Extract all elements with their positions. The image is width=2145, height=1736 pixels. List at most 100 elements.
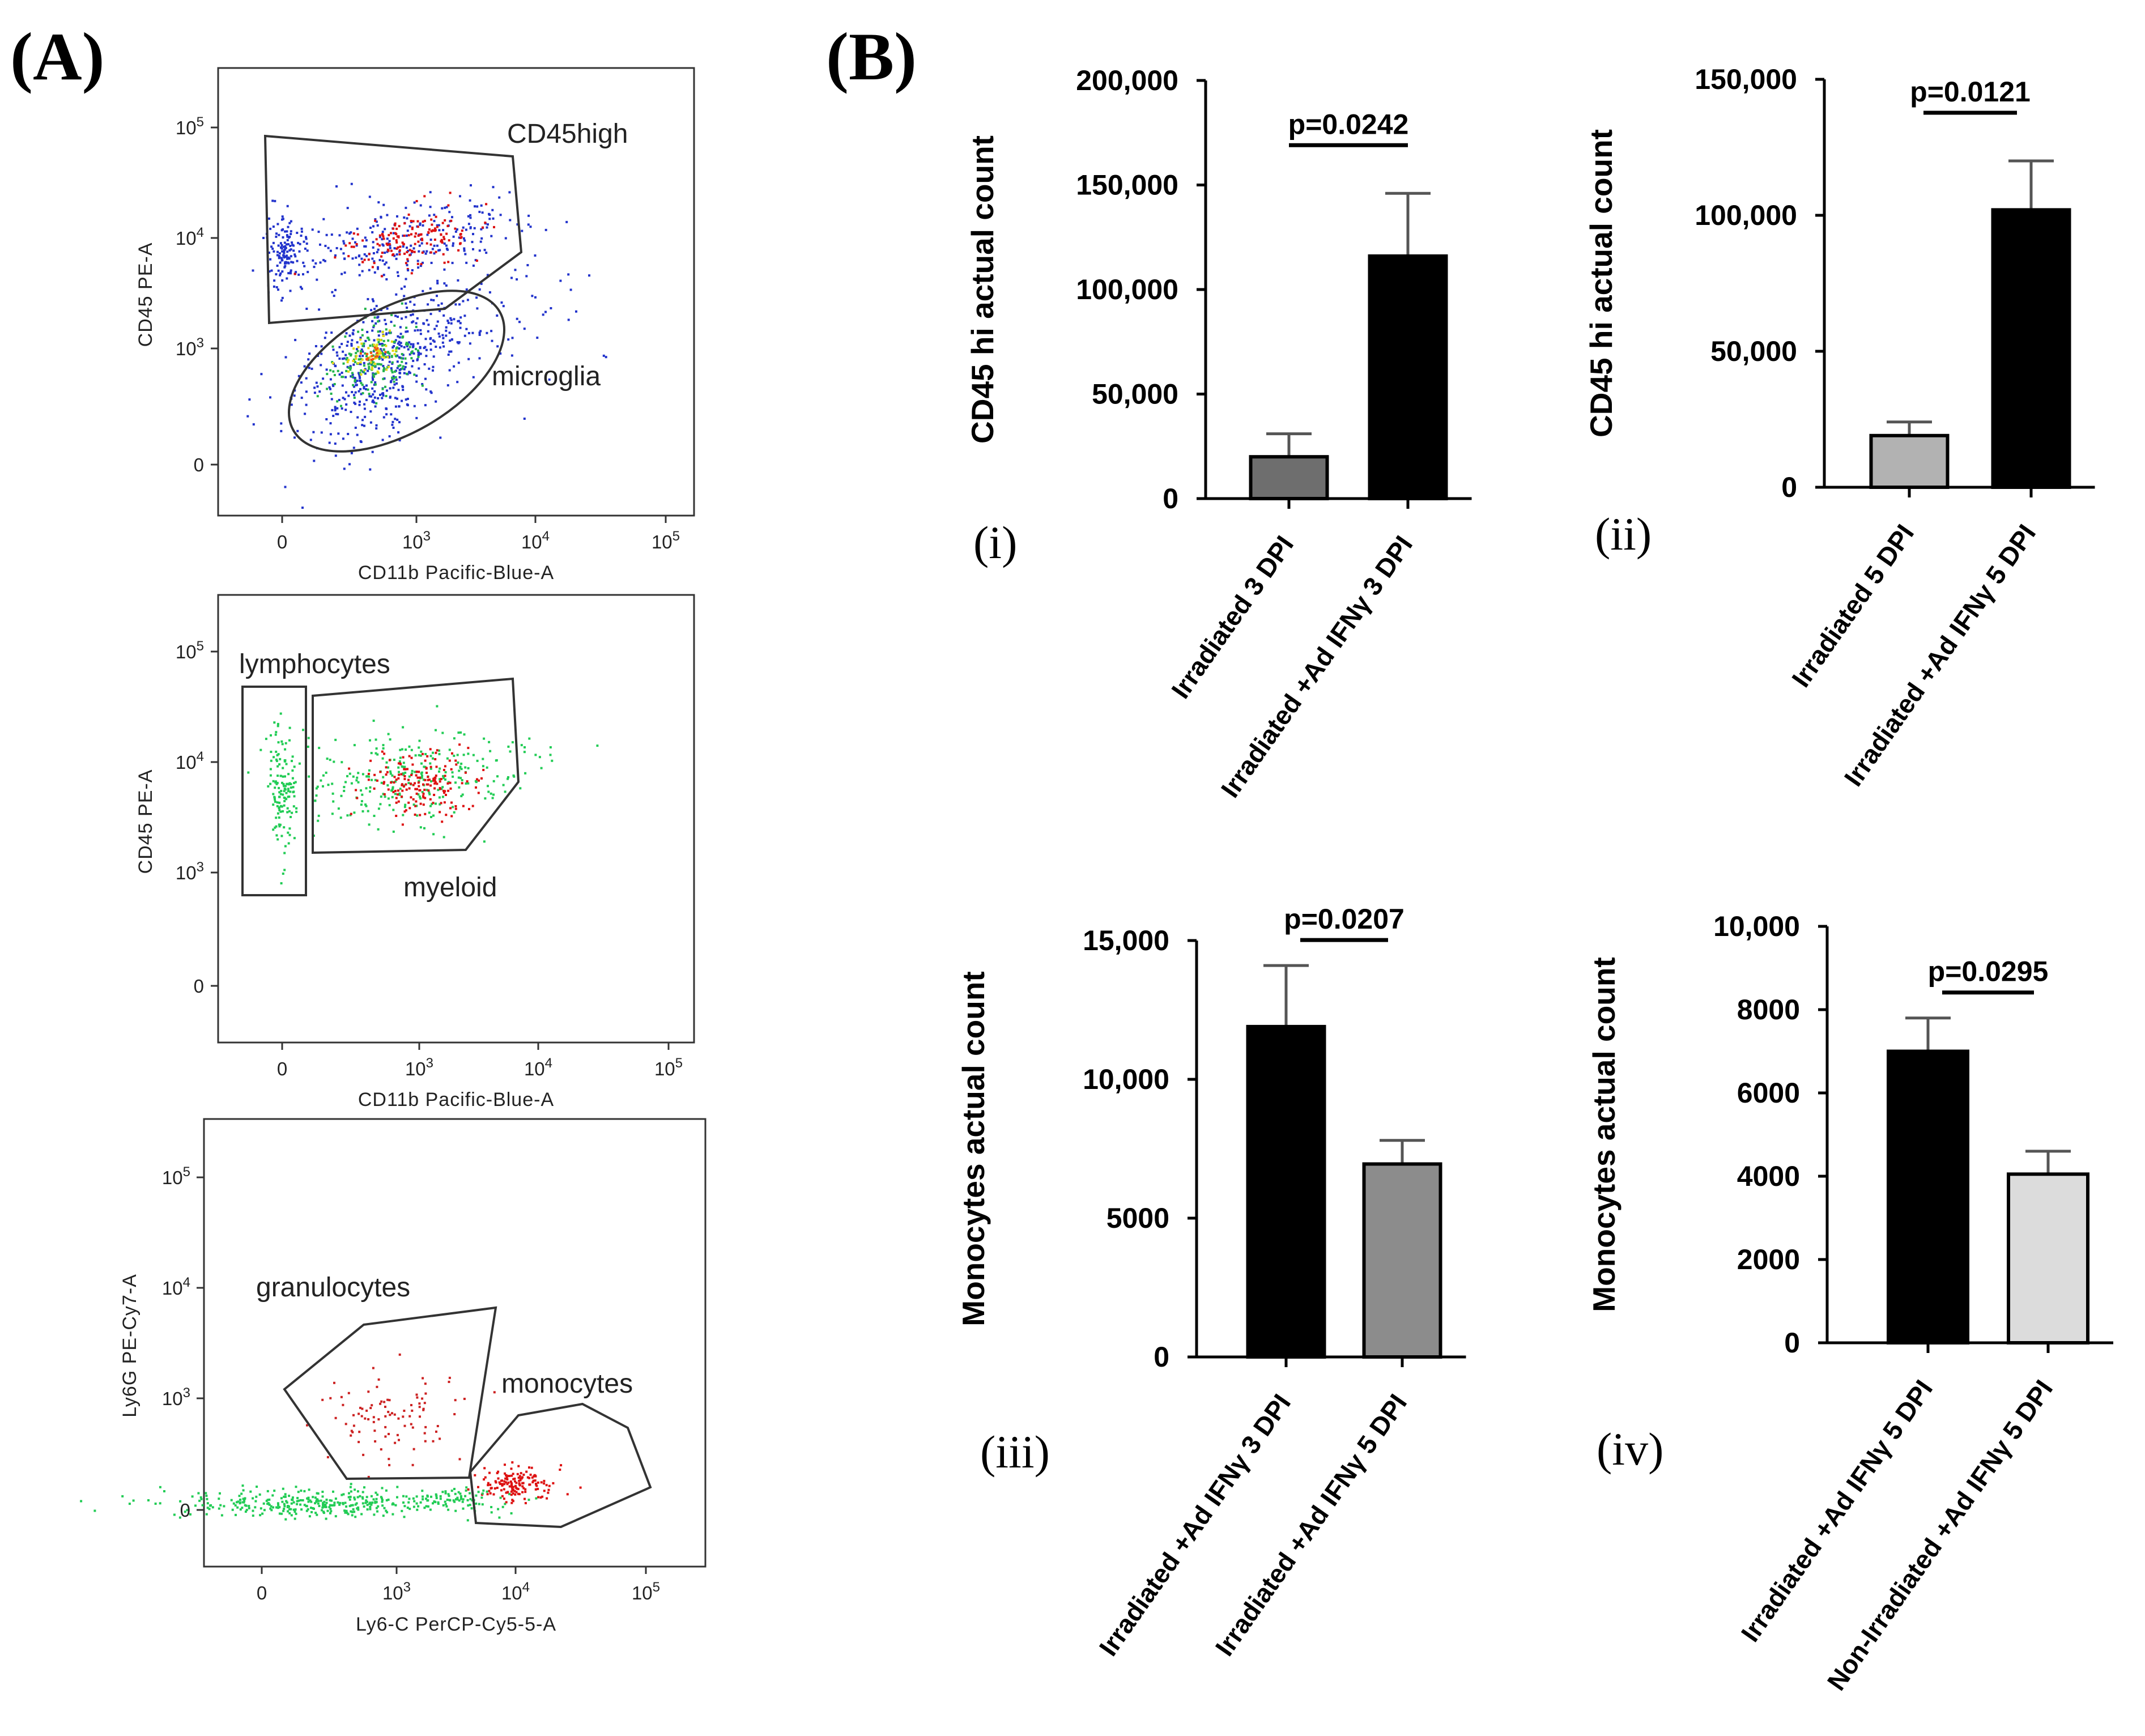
event-dot [404,365,407,368]
event-dot [374,219,377,222]
event-dot [387,242,390,245]
event-dot [397,793,399,796]
event-dot [460,1496,462,1499]
event-dot [372,378,374,381]
event-dot [492,793,495,796]
event-dot [321,1491,324,1493]
event-dot [348,352,351,355]
event-dot [381,1497,383,1500]
event-dot [352,1508,355,1511]
event-dot [385,395,388,397]
y-tick-label: 150,000 [1695,63,1797,95]
event-dot [323,1500,326,1503]
event-dot [441,334,444,337]
event-dot [432,814,435,817]
event-dot [428,228,431,231]
event-dot [374,405,377,408]
event-dot [422,1498,424,1501]
event-dot [312,431,315,433]
event-dot [396,397,398,400]
event-dot [284,748,287,751]
event-dot [387,766,389,769]
event-dot [474,259,477,262]
event-dot [247,771,250,774]
event-dot [273,795,276,798]
event-dot [422,290,424,292]
event-dot [303,1490,306,1492]
event-dot [411,226,414,229]
event-dot [480,237,483,240]
event-dot [501,1505,504,1508]
event-dot [350,782,353,785]
event-dot [486,766,488,769]
event-dot [402,354,405,356]
event-dot [313,459,316,462]
event-dot [449,807,452,810]
event-dot [278,252,281,255]
event-dot [280,740,283,743]
event-dot [458,786,461,789]
event-dot [368,823,371,826]
event-dot [283,796,286,799]
event-dot [387,1499,390,1501]
event-dot [342,376,344,378]
event-dot [380,1496,382,1499]
event-dot [393,247,396,250]
event-dot [382,365,385,367]
event-dot [391,361,394,364]
event-dot [371,387,374,390]
event-dot [274,798,276,801]
event-dot [363,253,366,256]
event-dot [394,224,397,227]
event-dot [398,250,401,253]
event-dot [489,750,492,752]
event-dot [276,254,279,257]
event-dot [524,1502,527,1504]
event-dot [361,1497,364,1500]
event-dot [537,1488,539,1490]
event-dot [381,1504,384,1507]
event-dot [372,1367,374,1369]
event-dot [487,1484,490,1487]
event-dot [296,1503,299,1505]
event-dot [392,227,395,230]
event-dot [372,1498,375,1501]
event-dot [422,224,424,227]
event-dot [377,367,380,370]
event-dot [392,386,395,389]
event-dot [322,1511,325,1513]
event-dot [445,244,448,247]
event-dot [397,316,399,318]
event-dot [396,215,398,218]
event-dot [284,248,286,251]
event-dot [567,273,570,276]
event-dot [295,807,298,810]
event-dot [503,1480,506,1483]
event-dot [510,1474,513,1477]
event-dot [359,361,362,364]
event-dot [321,1398,324,1401]
event-dot [346,231,348,234]
event-dot [361,419,364,422]
event-dot [357,781,360,784]
event-dot [426,1499,429,1502]
event-dot [456,381,459,384]
event-dot [383,356,386,359]
event-dot [488,218,491,220]
facs-plot-1-xtick-0: 0 [277,531,287,552]
event-dot [353,358,355,361]
event-dot [392,1503,395,1505]
event-dot [479,330,482,333]
event-dot [356,797,359,799]
event-dot [396,1486,399,1488]
event-dot [439,811,441,814]
event-dot [464,1495,467,1497]
event-dot [361,355,364,358]
event-dot [316,1492,318,1495]
event-dot [422,1377,424,1380]
event-dot [408,254,411,257]
event-dot [318,308,321,311]
event-dot [388,329,391,332]
event-dot [121,1495,124,1497]
event-dot [408,249,411,252]
